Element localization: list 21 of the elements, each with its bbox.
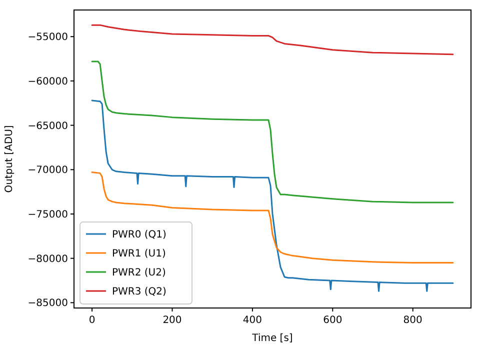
legend-label: PWR3 (Q2) bbox=[112, 286, 167, 298]
x-tick-label: 600 bbox=[323, 315, 342, 326]
line-series bbox=[91, 172, 454, 264]
x-axis-title: Time [s] bbox=[251, 333, 293, 344]
x-tick-label: 400 bbox=[242, 315, 262, 326]
y-tick-label: −65000 bbox=[28, 120, 68, 132]
y-tick-label: −55000 bbox=[28, 32, 68, 44]
legend-label: PWR1 (U1) bbox=[112, 248, 166, 260]
legend-label: PWR0 (Q1) bbox=[112, 230, 167, 240]
line-series bbox=[91, 24, 454, 56]
y-tick-label: −85000 bbox=[28, 298, 68, 310]
y-tick-label: −75000 bbox=[28, 209, 68, 220]
line-series bbox=[91, 60, 454, 204]
y-tick-label: −60000 bbox=[28, 76, 68, 88]
x-tick-label: 200 bbox=[162, 315, 182, 326]
y-tick-label: −80000 bbox=[28, 254, 68, 265]
y-tick-label: −70000 bbox=[28, 165, 68, 176]
y-axis-title: Output [ADU] bbox=[4, 125, 15, 193]
legend-label: PWR2 (U2) bbox=[112, 268, 166, 278]
x-tick-label: 0 bbox=[88, 315, 96, 326]
x-tick-label: 800 bbox=[403, 315, 422, 326]
